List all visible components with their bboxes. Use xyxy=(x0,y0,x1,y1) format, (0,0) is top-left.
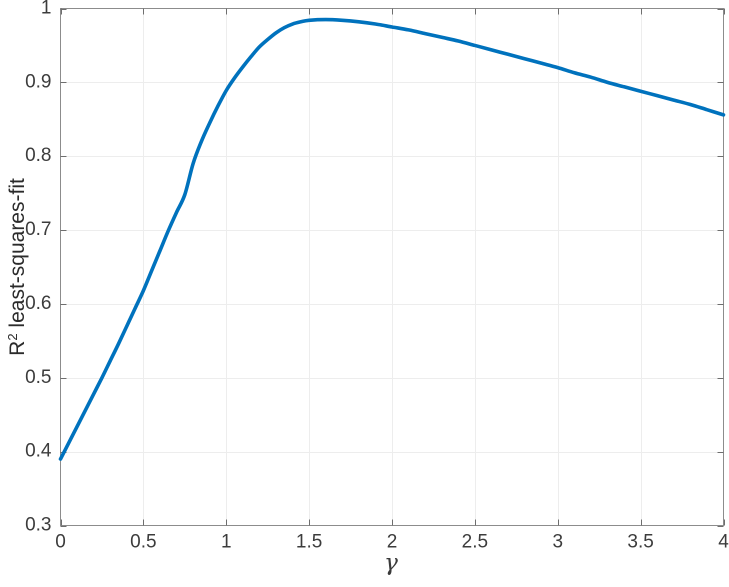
x-tick-label: 0.5 xyxy=(130,531,156,552)
y-tick-label: 0.9 xyxy=(25,71,51,92)
y-axis-label-rest: least-squares-fit xyxy=(6,178,29,333)
x-tick-label: 1 xyxy=(221,531,232,552)
x-tick-label: 4 xyxy=(718,531,729,552)
x-tick-label: 1.5 xyxy=(296,531,322,552)
x-tick-label: 2 xyxy=(387,531,398,552)
tick-marks xyxy=(60,8,726,528)
x-axis-label: γ xyxy=(384,550,398,576)
data-series-line xyxy=(58,17,726,461)
y-tick-label: 1 xyxy=(41,0,52,19)
y-tick-label: 0.7 xyxy=(25,219,51,240)
y-tick-label: 0.8 xyxy=(25,145,51,166)
y-tick-labels: 0.3 0.4 0.5 0.6 0.7 0.8 0.9 1 xyxy=(25,0,52,536)
x-tick-label: 3 xyxy=(552,531,563,552)
y-axis-label-main: R xyxy=(6,341,29,356)
y-tick-label: 0.3 xyxy=(25,515,51,536)
y-tick-label: 0.5 xyxy=(25,367,51,388)
y-axis-label: R2 least-squares-fit xyxy=(5,178,29,356)
x-tick-label: 2.5 xyxy=(462,531,488,552)
x-tick-label: 3.5 xyxy=(627,531,653,552)
x-tick-labels: 0 0.5 1 1.5 2 2.5 3 3.5 4 xyxy=(55,531,729,552)
y-axis-label-superscript: 2 xyxy=(5,333,20,340)
x-tick-label: 0 xyxy=(55,531,66,552)
y-tick-label: 0.4 xyxy=(25,441,52,462)
y-tick-label: 0.6 xyxy=(25,293,51,314)
